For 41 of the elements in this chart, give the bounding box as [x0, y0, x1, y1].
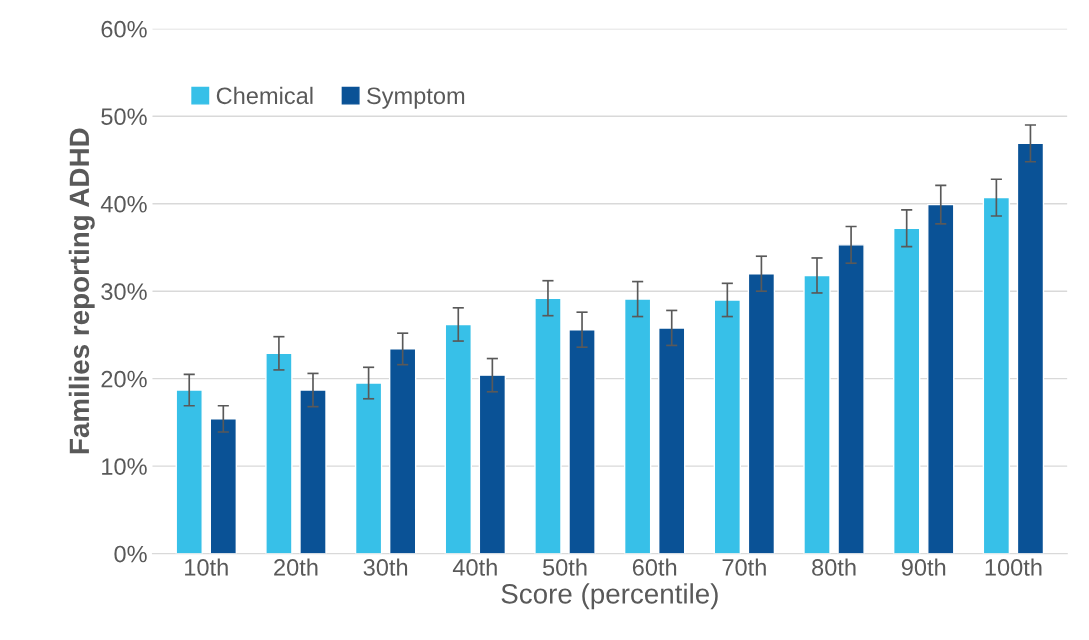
x-axis-title: Score (percentile) [501, 583, 718, 610]
bar [623, 298, 652, 554]
x-tick-label: 100th [985, 558, 1042, 576]
y-tick-label: 30% [101, 283, 147, 300]
bar [568, 328, 596, 554]
bar [892, 227, 921, 554]
y-tick-label: 50% [101, 108, 147, 126]
bar [1016, 142, 1045, 554]
legend-label: Chemical [216, 86, 313, 105]
bar [299, 389, 327, 554]
y-axis-title: Families reporting ADHD [68, 128, 95, 454]
x-tick-label: 70th [722, 558, 766, 576]
bar [175, 389, 203, 554]
y-tick-label: 10% [102, 458, 147, 475]
y-tick-label: 20% [101, 370, 147, 388]
bar [265, 352, 293, 554]
y-tick-label: 60% [101, 20, 147, 38]
bar [354, 382, 383, 554]
bar [658, 327, 686, 554]
bar [209, 418, 238, 554]
bar [927, 203, 955, 554]
bar [747, 273, 776, 554]
bar [803, 274, 831, 554]
bar [444, 323, 472, 554]
x-tick-label: 40th [452, 558, 497, 576]
bar [837, 244, 865, 554]
x-tick-label: 60th [632, 558, 677, 576]
x-tick-label: 80th [812, 558, 856, 576]
bar [713, 299, 742, 554]
x-tick-label: 10th [185, 558, 228, 576]
bar [982, 196, 1011, 554]
x-tick-label: 30th [363, 558, 408, 576]
bar [478, 374, 507, 554]
y-tick-label: 0% [114, 545, 147, 563]
bar [388, 348, 417, 554]
x-tick-label: 50th [542, 558, 587, 576]
bar [534, 297, 562, 554]
x-tick-label: 90th [901, 558, 946, 576]
y-tick-label: 40% [100, 195, 147, 213]
x-tick-label: 20th [274, 558, 318, 576]
legend-label: Symptom [367, 87, 465, 109]
